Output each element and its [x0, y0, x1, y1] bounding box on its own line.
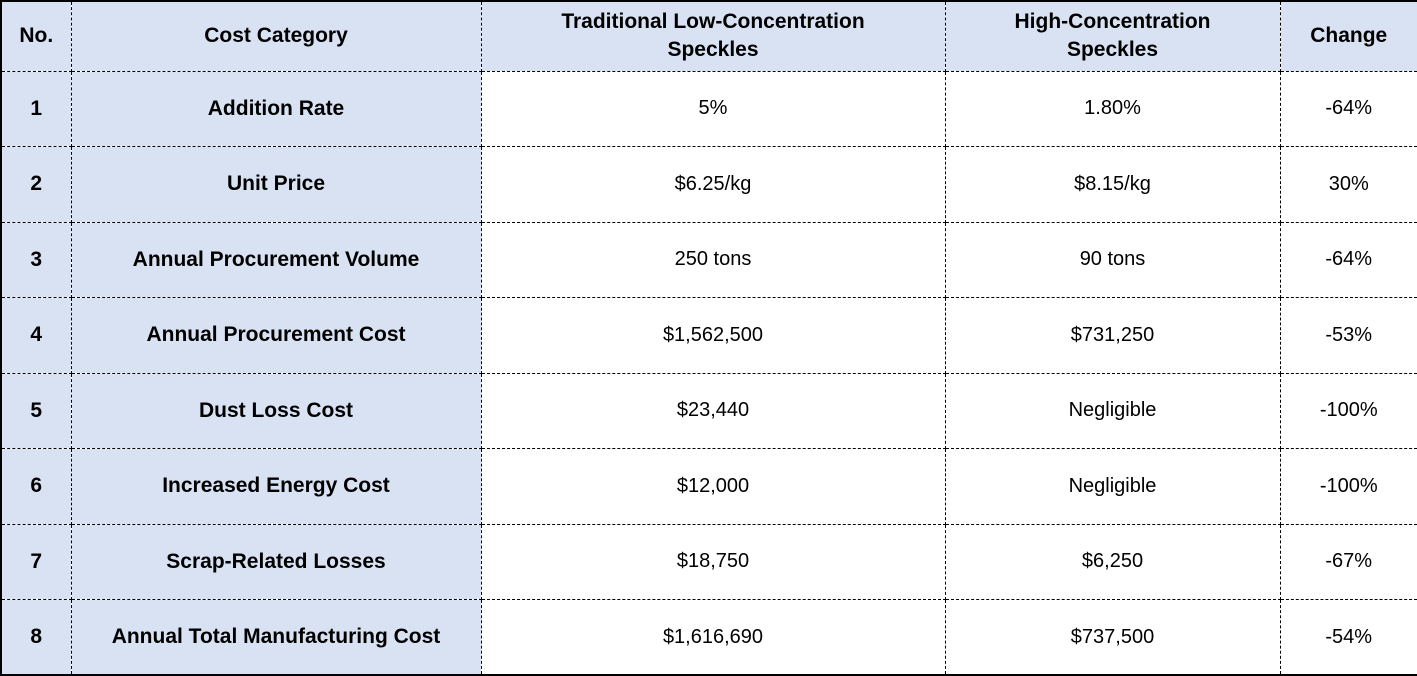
table-body: 1 Addition Rate 5% 1.80% -64% 2 Unit Pri… — [0, 70, 1417, 676]
header-row: No. Cost Category Traditional Low-Concen… — [0, 0, 1417, 72]
cell-no: 3 — [0, 221, 72, 298]
cell-change: -64% — [1279, 221, 1417, 298]
cell-no: 7 — [0, 523, 72, 600]
cell-category: Increased Energy Cost — [70, 448, 482, 525]
table-row: 7 Scrap-Related Losses $18,750 $6,250 -6… — [0, 523, 1417, 600]
cell-high: Negligible — [944, 372, 1281, 449]
cell-traditional: $6.25/kg — [480, 146, 946, 223]
table-row: 4 Annual Procurement Cost $1,562,500 $73… — [0, 297, 1417, 374]
table-row: 2 Unit Price $6.25/kg $8.15/kg 30% — [0, 146, 1417, 223]
cell-high: $731,250 — [944, 297, 1281, 374]
table-row: 6 Increased Energy Cost $12,000 Negligib… — [0, 448, 1417, 525]
cell-traditional: $1,562,500 — [480, 297, 946, 374]
cell-traditional: $18,750 — [480, 523, 946, 600]
cell-category: Annual Procurement Cost — [70, 297, 482, 374]
cell-no: 4 — [0, 297, 72, 374]
cell-change: -54% — [1279, 599, 1417, 676]
column-header-no: No. — [0, 0, 72, 72]
column-header-change: Change — [1279, 0, 1417, 72]
table-row: 3 Annual Procurement Volume 250 tons 90 … — [0, 221, 1417, 298]
cell-change: -100% — [1279, 448, 1417, 525]
table-row: 8 Annual Total Manufacturing Cost $1,616… — [0, 599, 1417, 676]
cell-category: Unit Price — [70, 146, 482, 223]
column-header-high: High-Concentration Speckles — [944, 0, 1281, 72]
cell-traditional: $1,616,690 — [480, 599, 946, 676]
table-row: 1 Addition Rate 5% 1.80% -64% — [0, 70, 1417, 147]
cell-traditional: $12,000 — [480, 448, 946, 525]
cell-high: 1.80% — [944, 70, 1281, 147]
cell-category: Annual Procurement Volume — [70, 221, 482, 298]
cell-change: 30% — [1279, 146, 1417, 223]
cell-high: $8.15/kg — [944, 146, 1281, 223]
cell-traditional: 5% — [480, 70, 946, 147]
cell-high: $737,500 — [944, 599, 1281, 676]
cell-category: Annual Total Manufacturing Cost — [70, 599, 482, 676]
cell-category: Addition Rate — [70, 70, 482, 147]
cell-no: 5 — [0, 372, 72, 449]
cell-high: Negligible — [944, 448, 1281, 525]
cell-high: 90 tons — [944, 221, 1281, 298]
cell-no: 8 — [0, 599, 72, 676]
column-header-traditional: Traditional Low-Concentration Speckles — [480, 0, 946, 72]
cell-category: Scrap-Related Losses — [70, 523, 482, 600]
cell-change: -67% — [1279, 523, 1417, 600]
cell-change: -100% — [1279, 372, 1417, 449]
column-header-category: Cost Category — [70, 0, 482, 72]
cell-category: Dust Loss Cost — [70, 372, 482, 449]
table-row: 5 Dust Loss Cost $23,440 Negligible -100… — [0, 372, 1417, 449]
cell-high: $6,250 — [944, 523, 1281, 600]
cell-change: -53% — [1279, 297, 1417, 374]
table-header: No. Cost Category Traditional Low-Concen… — [0, 0, 1417, 72]
cell-no: 2 — [0, 146, 72, 223]
cell-traditional: $23,440 — [480, 372, 946, 449]
cell-change: -64% — [1279, 70, 1417, 147]
cell-traditional: 250 tons — [480, 221, 946, 298]
cell-no: 1 — [0, 70, 72, 147]
cell-no: 6 — [0, 448, 72, 525]
